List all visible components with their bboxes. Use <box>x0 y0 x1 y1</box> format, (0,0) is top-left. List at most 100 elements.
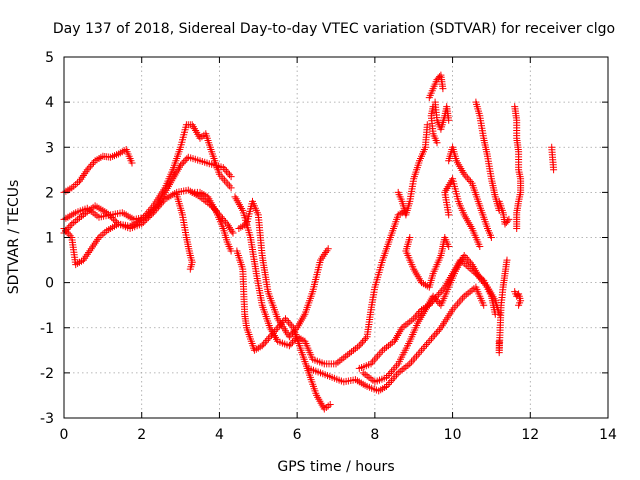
data-point <box>271 327 279 335</box>
data-point <box>277 320 285 328</box>
chart-title: Day 137 of 2018, Sidereal Day-to-day VTE… <box>53 21 615 37</box>
data-point <box>86 162 94 170</box>
data-point <box>83 166 91 174</box>
data-point <box>108 214 116 221</box>
data-point <box>224 222 232 230</box>
data-point <box>104 210 112 218</box>
data-point <box>360 336 368 344</box>
data-point <box>465 257 473 265</box>
data-point <box>355 342 363 350</box>
data-point <box>109 215 117 223</box>
data-point <box>268 331 275 339</box>
data-point <box>103 209 111 217</box>
series-track-24 <box>511 288 525 309</box>
data-point <box>462 253 470 261</box>
data-point <box>74 179 82 187</box>
x-tick-label: 0 <box>60 427 69 443</box>
data-point <box>227 184 235 192</box>
data-point <box>431 294 439 302</box>
data-point <box>289 338 296 346</box>
data-point <box>226 224 233 232</box>
data-point <box>90 159 97 167</box>
data-point <box>287 340 295 348</box>
data-point <box>66 222 74 230</box>
y-tick-label: 2 <box>45 185 54 201</box>
series-track-10 <box>305 283 488 395</box>
data-point <box>445 243 453 250</box>
data-point <box>477 276 485 284</box>
data-point <box>221 165 229 173</box>
data-point <box>128 159 136 167</box>
data-point <box>362 335 369 343</box>
y-tick-label: 0 <box>45 276 54 292</box>
data-point <box>388 377 395 385</box>
data-point <box>388 368 395 376</box>
data-point <box>479 278 487 286</box>
series-track-5 <box>173 191 196 273</box>
series-track-19 <box>441 175 484 250</box>
data-point <box>261 338 269 346</box>
data-point <box>88 160 96 168</box>
series-track-13 <box>394 121 431 219</box>
data-point <box>62 226 70 234</box>
data-point <box>285 342 293 350</box>
data-point <box>177 161 185 169</box>
y-tick-label: 5 <box>45 50 54 66</box>
data-point <box>180 158 188 166</box>
data-point <box>229 229 237 237</box>
data-point <box>438 287 446 295</box>
data-point <box>495 310 503 318</box>
data-point <box>423 341 430 348</box>
data-point <box>466 259 474 267</box>
x-tick-label: 4 <box>215 427 224 443</box>
data-point <box>322 249 330 256</box>
data-point <box>226 171 233 179</box>
data-point <box>436 289 444 297</box>
data-point <box>263 336 271 344</box>
data-point <box>413 352 420 360</box>
x-axis-label: GPS time / hours <box>277 459 394 475</box>
series-track-23 <box>511 103 525 232</box>
data-point <box>228 227 236 235</box>
data-point <box>283 317 291 324</box>
y-tick-label: -3 <box>40 411 54 427</box>
data-point <box>285 333 293 341</box>
grid <box>64 57 608 418</box>
series-track-14 <box>425 71 447 102</box>
data-point <box>410 315 418 323</box>
data-point <box>260 340 268 348</box>
data-point <box>227 173 235 181</box>
series-track-15 <box>431 98 453 133</box>
data-point <box>186 265 194 273</box>
data-point <box>359 369 367 377</box>
data-point <box>178 160 186 168</box>
data-point <box>219 164 227 172</box>
data-point <box>459 294 467 302</box>
data-point <box>219 174 227 182</box>
y-tick-label: 4 <box>45 95 54 111</box>
data-point <box>515 301 523 309</box>
data-point <box>439 85 447 93</box>
data-point <box>429 292 437 300</box>
x-tick-label: 10 <box>444 427 462 443</box>
data-point <box>290 336 298 344</box>
data-point <box>504 217 512 225</box>
data-point <box>78 173 86 181</box>
data-point <box>357 340 365 348</box>
data-point <box>434 298 442 306</box>
data-point <box>394 369 402 377</box>
series-track-2 <box>60 153 235 223</box>
data-point <box>432 329 440 337</box>
y-tick-label: -2 <box>40 366 54 382</box>
data-point <box>386 340 394 348</box>
series-track-16 <box>427 103 441 147</box>
data-point <box>454 300 462 308</box>
data-point <box>269 329 277 337</box>
data-point <box>463 255 471 263</box>
data-point <box>466 178 474 185</box>
x-tick-label: 2 <box>137 427 146 443</box>
data-point <box>505 215 513 223</box>
data-marks <box>60 71 558 413</box>
data-point <box>224 169 232 177</box>
